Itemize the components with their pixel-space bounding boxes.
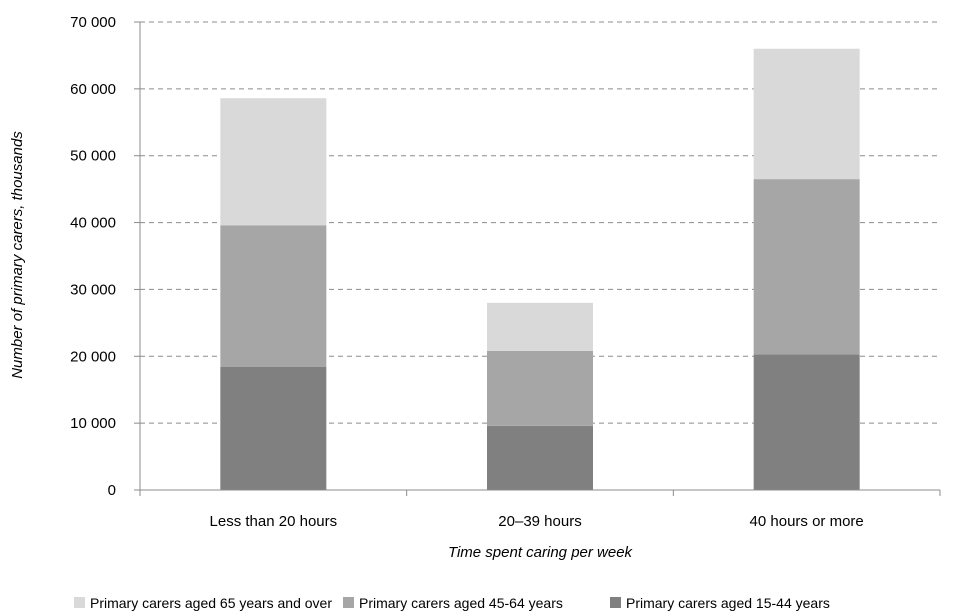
x-tick-label: Less than 20 hours: [210, 513, 338, 530]
y-tick-label: 20 000: [70, 348, 116, 365]
y-tick-label: 30 000: [70, 281, 116, 298]
legend-swatch: [610, 597, 621, 608]
bar-segment: [220, 225, 327, 367]
bar-segment: [487, 302, 593, 351]
legend-label: Primary carers aged 15-44 years: [626, 595, 830, 611]
bar-segment: [220, 366, 327, 490]
x-axis-title: Time spent caring per week: [448, 544, 634, 561]
y-tick-label: 10 000: [70, 415, 116, 432]
x-tick-label: 40 hours or more: [750, 513, 864, 530]
axes: [134, 21, 941, 496]
legend-label: Primary carers aged 45-64 years: [359, 595, 563, 611]
y-tick-label: 50 000: [70, 148, 116, 165]
legend-swatch: [343, 597, 354, 608]
legend-swatch: [74, 597, 85, 608]
x-tick-label: 20–39 hours: [498, 513, 581, 530]
bar-segment: [753, 179, 860, 355]
bar-segment: [487, 350, 593, 426]
y-tick-label: 40 000: [70, 215, 116, 232]
bar-segment: [753, 354, 860, 490]
y-tick-label: 0: [108, 482, 116, 499]
y-tick-label: 60 000: [70, 81, 116, 98]
bar-segment: [220, 98, 327, 226]
y-tick-labels: 0 10 000 20 000 30 000 40 000 50 000 60 000 70 …: [70, 14, 116, 499]
y-tick-label: 70 000: [70, 14, 116, 31]
y-axis-title: Number of primary carers, thousands: [9, 131, 26, 379]
legend: Primary carers aged 65 years and over Pri…: [74, 595, 830, 611]
legend-label: Primary carers aged 65 years and over: [90, 595, 332, 611]
bar-segment: [487, 425, 593, 490]
x-tick-labels: Less than 20 hours 20–39 hours 40 hours or…: [210, 513, 864, 530]
bars: [220, 48, 860, 490]
bar-segment: [753, 48, 860, 180]
